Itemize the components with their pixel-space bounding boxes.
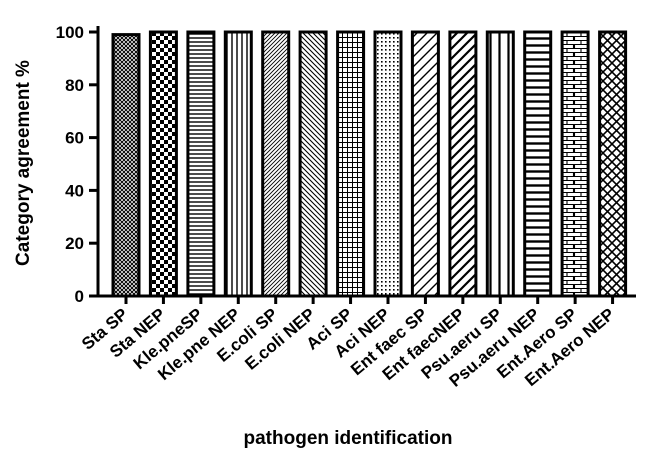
bars-group	[111, 30, 628, 298]
bar-9	[448, 30, 478, 298]
y-tick-label: 40	[65, 181, 84, 200]
y-axis: 0 20 40 60 80 100	[56, 23, 100, 306]
bar-0	[111, 33, 141, 298]
bar-2	[186, 30, 216, 298]
bar-6	[336, 30, 366, 298]
bar-8	[410, 30, 440, 298]
bar-4	[261, 30, 291, 298]
bar-11	[523, 30, 553, 298]
bar-5	[298, 30, 328, 298]
x-axis-title: pathogen identification	[244, 428, 453, 449]
y-tick-label: 80	[65, 76, 84, 95]
bar-1	[148, 30, 178, 298]
bar-7	[373, 30, 403, 298]
bar-3	[223, 30, 253, 298]
y-tick-label: 0	[75, 287, 84, 306]
bar-10	[485, 30, 515, 298]
y-axis-title: Category agreement %	[13, 60, 34, 266]
y-tick-label: 20	[65, 234, 84, 253]
y-tick-label: 60	[65, 129, 84, 148]
bar-12	[560, 30, 590, 298]
y-tick-label: 100	[56, 23, 84, 42]
bar-13	[598, 30, 628, 298]
